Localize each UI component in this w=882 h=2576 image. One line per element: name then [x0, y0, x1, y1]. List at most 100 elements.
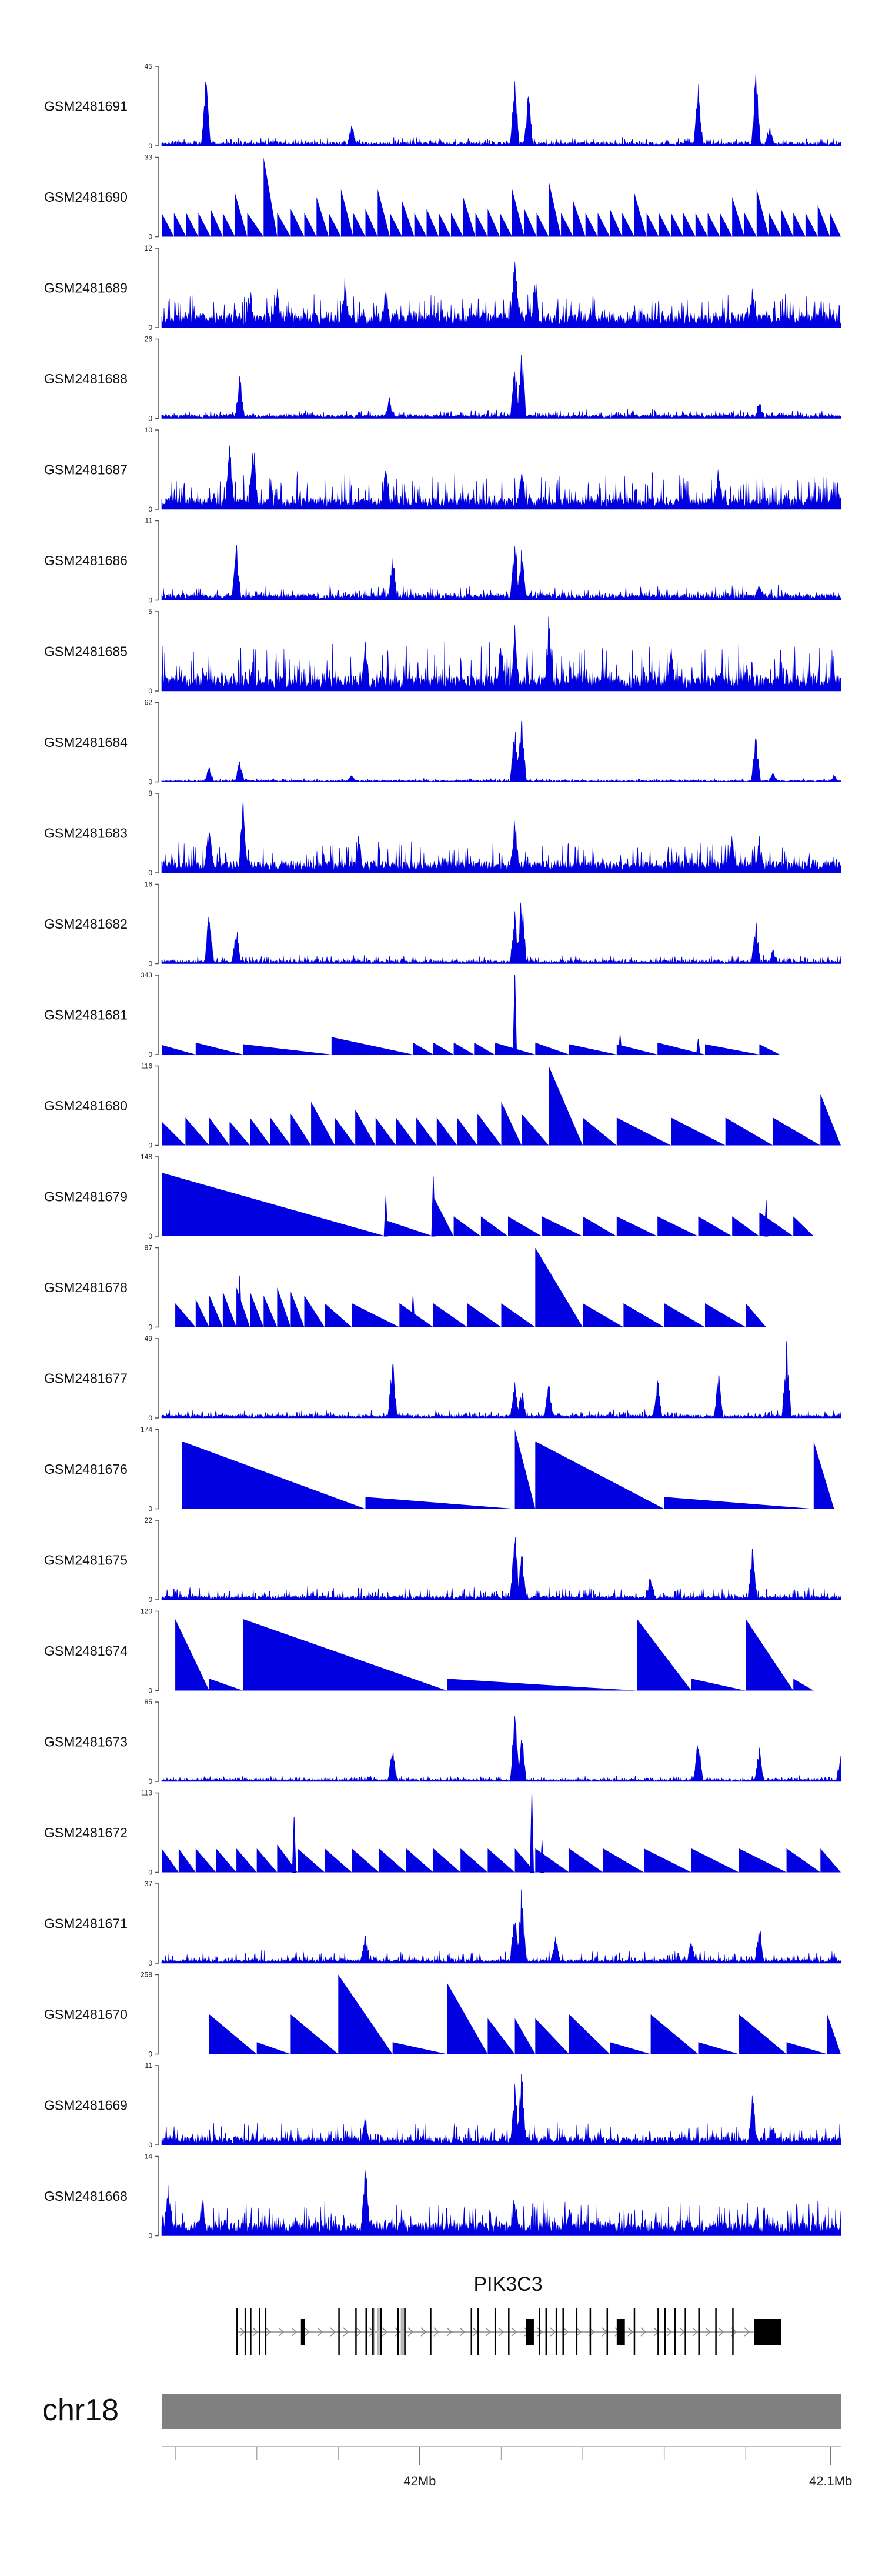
track-label: GSM2481685	[44, 644, 128, 659]
coverage-block	[705, 1303, 746, 1327]
coverage-profile	[161, 545, 841, 600]
signal-area	[161, 902, 841, 964]
track-label: GSM2481678	[44, 1280, 128, 1295]
coverage-block	[365, 209, 378, 237]
track-label: GSM2481682	[44, 916, 128, 932]
coverage-block	[501, 1303, 536, 1327]
y-axis-max-label: 148	[141, 1153, 152, 1161]
strand-arrow	[511, 2327, 517, 2337]
exon	[539, 2308, 540, 2355]
exon	[562, 2308, 564, 2355]
coverage-spike	[431, 1176, 436, 1237]
strand-arrow	[679, 2327, 686, 2337]
y-axis-max-label: 116	[141, 1062, 152, 1070]
coverage-block	[209, 1679, 243, 1691]
coverage-block	[820, 1093, 841, 1146]
exon	[732, 2308, 734, 2355]
track-gsm2481676: GSM2481676 174 0	[44, 1426, 834, 1513]
coverage-block	[433, 1303, 467, 1327]
track-gsm2481685: GSM2481685 5 0	[44, 608, 841, 695]
y-axis-max-label: 113	[141, 1789, 152, 1797]
track-gsm2481690: GSM2481690 33 0	[44, 154, 841, 241]
coverage-block	[426, 209, 439, 237]
track-gsm2481686: GSM2481686 11 0	[44, 517, 841, 605]
y-axis-min-label: 0	[148, 1596, 152, 1604]
coverage-profile	[161, 72, 841, 146]
coverage-block	[453, 1042, 475, 1055]
coverage-block	[725, 1117, 773, 1146]
track-label: GSM2481681	[44, 1007, 128, 1023]
exon	[404, 2308, 406, 2355]
strand-arrow	[356, 2327, 362, 2337]
strand-arrow	[692, 2327, 699, 2337]
y-axis-max-label: 11	[145, 2061, 153, 2070]
coverage-block	[290, 1291, 305, 1327]
coverage-block	[634, 193, 647, 237]
coverage-block	[830, 213, 841, 237]
coverage-block	[331, 1037, 413, 1055]
strand-arrow	[278, 2327, 285, 2337]
exon	[470, 2308, 473, 2355]
coverage-block	[436, 1117, 457, 1146]
coverage-block	[209, 1295, 223, 1327]
track-gsm2481682: GSM2481682 16 0	[44, 880, 841, 968]
y-axis-min-label: 0	[148, 1142, 152, 1150]
coverage-block	[209, 2014, 257, 2054]
coverage-block	[209, 1117, 230, 1146]
track-gsm2481680: GSM2481680 116 0	[44, 1062, 841, 1150]
coverage-profile	[161, 799, 841, 873]
y-axis-min-label: 0	[148, 505, 152, 513]
y-axis-min-label: 0	[148, 1323, 152, 1332]
coverage-block	[622, 213, 634, 237]
coverage-block	[413, 1042, 433, 1055]
track-label: GSM2481680	[44, 1098, 128, 1113]
coverage-profile	[161, 1341, 841, 1419]
y-axis-max-label: 62	[145, 699, 153, 707]
y-axis-max-label: 26	[145, 335, 153, 343]
coverage-block	[691, 1679, 746, 1691]
track-gsm2481674: GSM2481674 120 0	[44, 1607, 814, 1695]
exon	[545, 2308, 547, 2355]
coverage-block	[277, 1844, 298, 1873]
coverage-block	[524, 209, 537, 237]
y-axis-min-label: 0	[148, 1505, 152, 1513]
exon	[397, 2308, 399, 2355]
coverage-block	[416, 1117, 437, 1146]
coverage-block	[325, 1848, 352, 1873]
coverage-block	[657, 1216, 699, 1236]
strand-arrow	[498, 2327, 505, 2337]
signal-area	[162, 1066, 841, 1146]
track-gsm2481671: GSM2481671 37 0	[44, 1880, 841, 1967]
exon	[265, 2308, 267, 2355]
coverage-block	[457, 1117, 478, 1146]
coverage-tracks: GSM2481691450GSM2481690330GSM2481689120G…	[44, 62, 841, 2240]
signal-area	[161, 1889, 841, 1964]
coverage-block	[732, 197, 744, 237]
signal-area	[161, 2074, 841, 2145]
exon	[430, 2308, 432, 2355]
coverage-block	[659, 213, 671, 237]
coverage-block	[536, 213, 549, 237]
track-gsm2481672: GSM2481672 113 0	[44, 1789, 841, 1877]
coverage-block	[162, 1045, 196, 1055]
track-label: GSM2481674	[44, 1643, 128, 1659]
track-label: GSM2481672	[44, 1825, 128, 1840]
coverage-block	[585, 213, 598, 237]
coverage-block	[414, 213, 427, 237]
exon	[616, 2319, 625, 2345]
coverage-block	[610, 209, 623, 237]
y-axis-max-label: 10	[145, 426, 153, 434]
exon	[657, 2308, 659, 2355]
coverage-block	[377, 189, 390, 237]
coverage-block	[583, 1117, 617, 1146]
coverage-block	[501, 1102, 522, 1146]
gene-label: PIK3C3	[473, 2273, 542, 2295]
alt-exon	[400, 2308, 406, 2355]
coverage-block	[447, 1983, 488, 2054]
coverage-block	[535, 1441, 664, 1509]
coverage-spike	[540, 1840, 544, 1873]
coverage-block	[304, 1295, 325, 1327]
coverage-block	[353, 213, 366, 237]
coverage-block	[290, 2014, 339, 2054]
coverage-block	[243, 1044, 332, 1055]
